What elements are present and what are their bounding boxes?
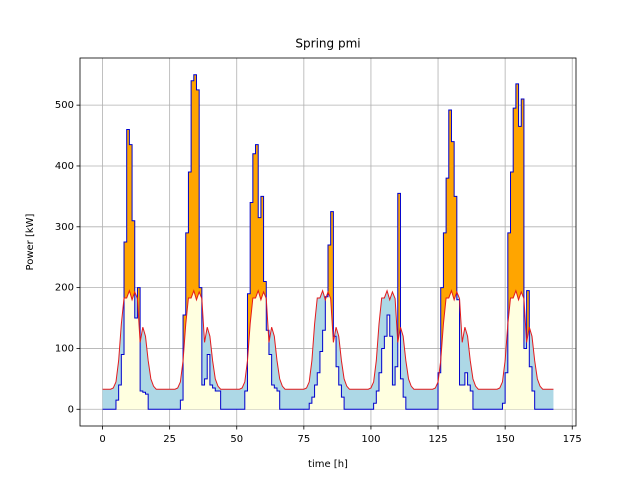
area-covered [102, 290, 554, 410]
y-tick-label: 200 [55, 283, 74, 294]
x-tick-label: 125 [428, 434, 447, 445]
plot-frame [79, 57, 577, 427]
x-axis-label: time [h] [308, 459, 348, 470]
step-line [102, 74, 554, 410]
y-tick-label: 0 [68, 404, 74, 415]
y-tick-label: 300 [55, 222, 74, 233]
x-tick-label: 175 [563, 434, 582, 445]
x-tick-label: 75 [297, 434, 310, 445]
grid [80, 58, 576, 426]
y-tick-label: 400 [55, 161, 74, 172]
x-tick-label: 100 [361, 434, 380, 445]
y-axis-label: Power [kW] [25, 213, 36, 270]
ticks: 0 25 50 75 100 125 150 175 0 100 200 300 400 500 [55, 100, 582, 445]
x-tick-label: 50 [230, 434, 243, 445]
x-tick-label: 0 [99, 434, 105, 445]
line [102, 289, 554, 390]
plot [102, 74, 554, 410]
y-tick-label: 100 [55, 343, 74, 354]
y-tick-label: 500 [55, 100, 74, 111]
x-tick-label: 25 [163, 434, 176, 445]
chart-title: Spring pmi [295, 37, 360, 51]
x-tick-label: 150 [496, 434, 515, 445]
